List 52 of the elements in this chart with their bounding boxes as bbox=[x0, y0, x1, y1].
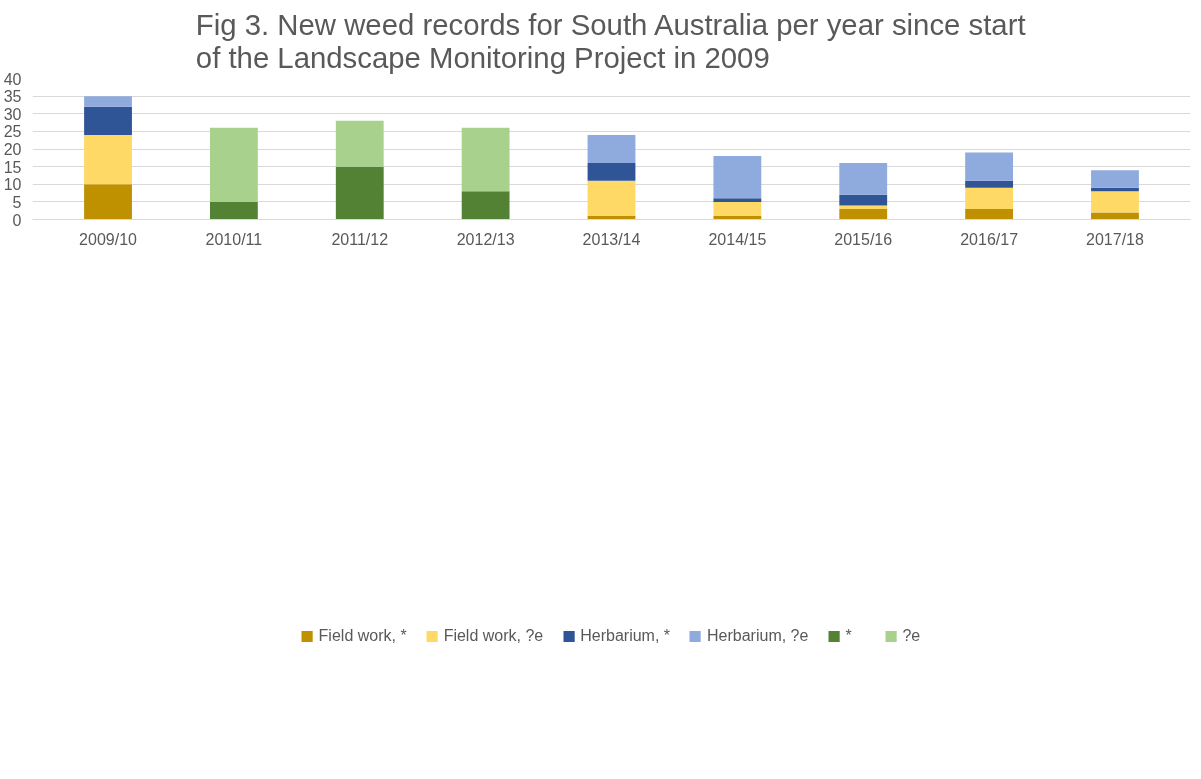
y-tick-label: 30 bbox=[3, 105, 22, 123]
legend-label: Herbarium, ?e bbox=[707, 626, 809, 645]
x-tick-label: 2014/15 bbox=[708, 230, 767, 248]
chart-title: Fig 3. New weed records for South Australia per year since start of the Landscape Monitoring Project in 2009 bbox=[195, 7, 1026, 74]
bar bbox=[713, 198, 762, 202]
bar bbox=[839, 194, 888, 206]
legend-label: Field work, * bbox=[318, 626, 407, 645]
bar bbox=[84, 184, 132, 220]
bar bbox=[839, 205, 888, 209]
bar bbox=[965, 208, 1014, 220]
bar bbox=[84, 96, 132, 107]
y-tick-label: 5 bbox=[12, 193, 22, 211]
bar bbox=[587, 134, 636, 164]
y-tick-label: 10 bbox=[3, 176, 22, 194]
y-tick-label: 20 bbox=[3, 141, 22, 158]
y-tick-label: 0 bbox=[12, 211, 22, 229]
legend-label: Field work, ?e bbox=[443, 626, 544, 645]
bar bbox=[461, 127, 510, 192]
bar bbox=[713, 201, 762, 216]
bar bbox=[587, 180, 636, 216]
bar bbox=[1091, 170, 1139, 188]
bar bbox=[84, 106, 132, 135]
legend-label: ?e bbox=[902, 626, 922, 645]
bar bbox=[1091, 212, 1139, 220]
bar bbox=[335, 166, 384, 220]
bar bbox=[209, 127, 258, 202]
bar bbox=[839, 163, 888, 195]
bar bbox=[713, 156, 762, 199]
bar bbox=[965, 180, 1014, 188]
y-tick-label: 15 bbox=[3, 158, 22, 176]
y-tick-label: 35 bbox=[3, 88, 22, 106]
x-tick-label: 2012/13 bbox=[456, 230, 515, 248]
legend-label: * bbox=[845, 626, 853, 645]
bar bbox=[587, 163, 636, 181]
bar bbox=[1091, 191, 1139, 213]
y-tick-label: 40 bbox=[3, 70, 22, 88]
bar bbox=[335, 120, 384, 167]
bar bbox=[965, 152, 1014, 181]
bar bbox=[965, 187, 1014, 209]
x-tick-label: 2017/18 bbox=[1086, 230, 1144, 248]
bar bbox=[84, 134, 132, 185]
x-tick-label: 2010/11 bbox=[205, 230, 263, 248]
bar bbox=[209, 201, 258, 220]
x-tick-label: 2016/17 bbox=[960, 230, 1019, 248]
legend-label: Herbarium, * bbox=[580, 626, 671, 645]
x-tick-label: 2013/14 bbox=[582, 230, 641, 248]
x-tick-label: 2011/12 bbox=[331, 230, 389, 248]
bar bbox=[839, 208, 888, 220]
y-tick-label: 25 bbox=[3, 123, 22, 141]
x-tick-label: 2015/16 bbox=[834, 230, 893, 248]
x-tick-label: 2009/10 bbox=[79, 230, 138, 248]
bar bbox=[461, 191, 510, 220]
